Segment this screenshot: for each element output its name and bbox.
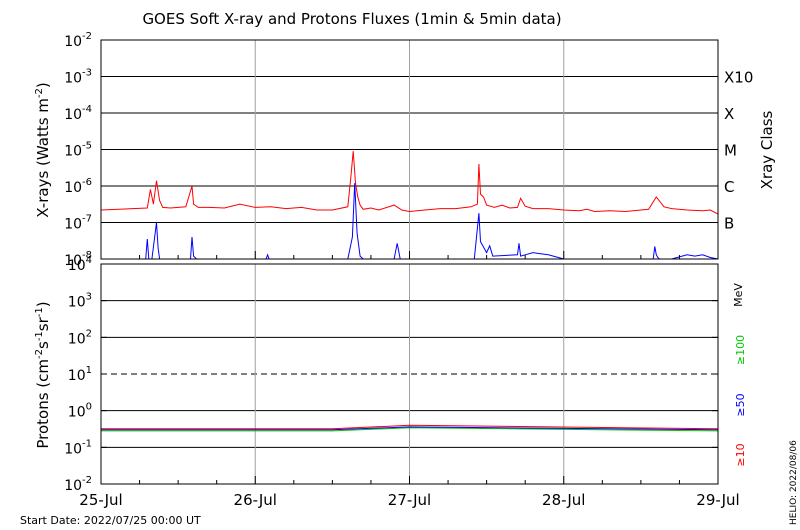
protons-ylabel-exp1: -2 [34,349,45,359]
tick-base: 10 [64,478,82,494]
proton-series-2 [101,424,719,430]
xray-day-gridlines [254,40,565,259]
proton-y-tick-label: 101 [68,365,92,384]
proton-y-tick-label: 10-1 [64,438,92,457]
tick-base: 10 [68,295,86,311]
xray-class-label: X [724,105,734,123]
tick-base: 10 [68,258,86,274]
xray-y-tick-label: 10-4 [64,104,92,123]
tick-base: 10 [64,71,82,87]
xray-class-label: M [724,142,737,160]
proton-legend-entry: ≥100 [734,335,747,365]
tick-exponent: 0 [86,402,92,413]
x-tick-marks [100,251,719,484]
xray-y-tick-label: 10-3 [64,68,92,87]
x-tick-label: 28-Jul [542,491,585,509]
protons-ylabel-s: s [34,341,52,349]
protons-y-axis-label: Protons (cm-2s-1sr-1) [34,301,52,448]
tick-base: 10 [64,180,82,196]
tick-base: 10 [68,331,86,347]
tick-exponent: -2 [82,31,92,42]
protons-ylabel-sr: sr [34,316,52,331]
x-tick-label: 27-Jul [388,491,431,509]
proton-day-gridlines [254,264,565,484]
tick-exponent: -4 [82,104,92,115]
xray-class-axis-label: Xray Class [758,110,776,189]
x-tick-label: 29-Jul [696,491,739,509]
tick-base: 10 [64,34,82,50]
chart-title: GOES Soft X-ray and Protons Fluxes (1min… [142,10,561,28]
tick-base: 10 [64,107,82,123]
proton-y-tick-label: 104 [68,255,92,274]
proton-legend-entry: ≥10 [734,443,747,466]
xray-y-tick-label: 10-6 [64,177,92,196]
xray-ylabel-exp: -2 [34,88,45,98]
xray-ylabel-main: X-rays (Watts m [34,98,52,218]
xray-class-label: X10 [724,69,753,87]
protons-ylabel-main: Protons (cm [34,359,52,449]
tick-base: 10 [68,405,86,421]
xray-series-0 [100,151,719,215]
start-date-label: Start Date: 2022/07/25 00:00 UT [20,514,201,527]
protons-ylabel-exp3: -1 [34,307,45,317]
tick-exponent: -2 [82,475,92,486]
tick-exponent: -5 [82,141,92,152]
tick-base: 10 [64,441,82,457]
xray-y-axis-label: X-rays (Watts m-2) [34,82,52,217]
proton-y-tick-label: 103 [68,292,92,311]
tick-exponent: -7 [82,214,92,225]
xray-y-tick-label: 10-5 [64,141,92,160]
proton-energy-legend: ≥100 ≥50 ≥10 [734,335,747,467]
tick-base: 10 [64,253,82,269]
tick-exponent: 2 [86,328,92,339]
tick-exponent: 3 [86,292,92,303]
proton-series-0 [101,427,719,432]
proton-y-tick-label: 102 [68,328,92,347]
tick-exponent: 1 [86,365,92,376]
tick-exponent: 4 [86,255,92,266]
protons-ylabel-exp2: -1 [34,331,45,341]
x-tick-label: 26-Jul [234,491,277,509]
xray-y-tick-labels: 10-210-310-410-510-610-710-8 [64,31,718,269]
tick-exponent: -3 [82,68,92,79]
xray-class-label: B [724,215,734,233]
tick-base: 10 [68,368,86,384]
proton-series-1 [101,426,719,431]
proton-y-tick-label: 100 [68,402,92,421]
tick-exponent: -6 [82,177,92,188]
tick-exponent: -8 [82,250,92,261]
xray-y-tick-label: 10-8 [64,250,92,269]
xray-y-tick-label: 10-7 [64,214,92,233]
tick-base: 10 [64,217,82,233]
proton-legend-entry: ≥50 [734,393,747,416]
x-tick-labels: 25-Jul 26-Jul 27-Jul 28-Jul 29-Jul [79,491,739,509]
protons-ylabel-close: ) [34,301,52,307]
mev-label: MeV [732,283,745,307]
x-tick-label: 25-Jul [79,491,122,509]
proton-series [101,424,719,432]
xray-ylabel-close: ) [34,82,52,88]
tick-exponent: -1 [82,438,92,449]
helio-date-label: HELIO: 2022/08/06 [789,440,799,525]
xray-y-tick-label: 10-2 [64,31,92,50]
tick-base: 10 [64,144,82,160]
xray-class-labels: X10 X MC B [724,69,753,233]
proton-y-tick-label: 10-2 [64,475,92,494]
xray-class-label: C [724,178,734,196]
